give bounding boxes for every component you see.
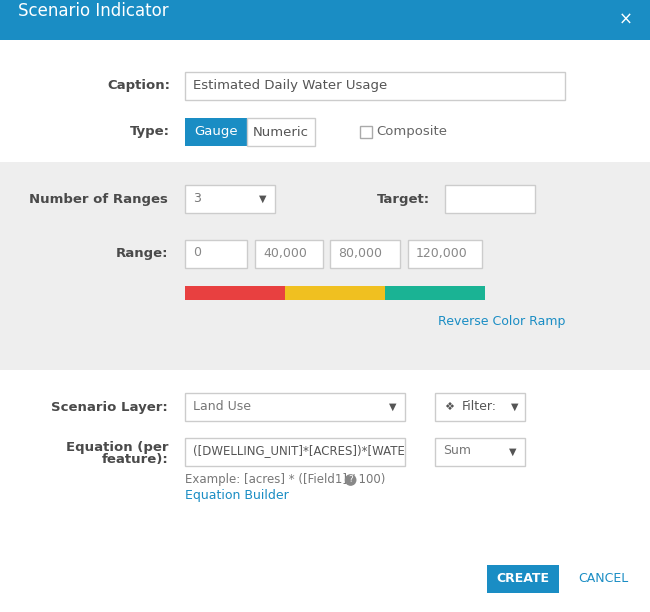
Text: Target:: Target: bbox=[377, 193, 430, 206]
Text: ▼: ▼ bbox=[509, 447, 517, 457]
Text: Equation Builder: Equation Builder bbox=[185, 488, 289, 501]
Text: ▼: ▼ bbox=[389, 402, 396, 412]
Bar bbox=[185, 393, 405, 421]
Bar bbox=[408, 240, 482, 268]
Text: ▼: ▼ bbox=[512, 402, 519, 412]
Text: Type:: Type: bbox=[130, 125, 170, 138]
Text: 3: 3 bbox=[193, 192, 201, 204]
Bar bbox=[0, 162, 650, 370]
Text: Example: [acres] * ([Field1] / 100): Example: [acres] * ([Field1] / 100) bbox=[185, 474, 385, 487]
Text: Composite: Composite bbox=[376, 125, 447, 138]
Text: 0: 0 bbox=[193, 247, 201, 259]
Bar bbox=[0, 0, 650, 40]
Bar bbox=[385, 286, 485, 300]
Text: ?: ? bbox=[348, 476, 353, 485]
Bar bbox=[285, 286, 385, 300]
Text: Number of Ranges: Number of Ranges bbox=[29, 193, 168, 206]
Text: ▼: ▼ bbox=[259, 194, 266, 204]
Bar bbox=[360, 126, 372, 138]
Bar bbox=[255, 240, 323, 268]
Text: Range:: Range: bbox=[116, 247, 168, 261]
Text: Numeric: Numeric bbox=[253, 125, 309, 138]
Text: Land Use: Land Use bbox=[193, 400, 251, 412]
Bar bbox=[247, 118, 315, 146]
Text: CREATE: CREATE bbox=[497, 572, 549, 586]
Bar bbox=[185, 240, 247, 268]
Text: Scenario Indicator: Scenario Indicator bbox=[18, 2, 168, 20]
Text: ([DWELLING_UNIT]*[ACRES])*[WATE: ([DWELLING_UNIT]*[ACRES])*[WATE bbox=[193, 444, 405, 458]
Text: 120,000: 120,000 bbox=[416, 247, 468, 259]
Text: Reverse Color Ramp: Reverse Color Ramp bbox=[437, 315, 565, 327]
Text: Filter:: Filter: bbox=[462, 400, 497, 414]
Text: ❖: ❖ bbox=[444, 402, 454, 412]
Bar bbox=[487, 565, 559, 593]
Text: CANCEL: CANCEL bbox=[578, 572, 629, 586]
Text: Scenario Layer:: Scenario Layer: bbox=[51, 400, 168, 414]
Bar bbox=[435, 438, 525, 466]
Bar bbox=[185, 185, 275, 213]
Bar bbox=[435, 393, 525, 421]
Bar bbox=[445, 185, 535, 213]
Bar bbox=[185, 438, 405, 466]
Bar bbox=[185, 118, 247, 146]
Text: Caption:: Caption: bbox=[107, 80, 170, 92]
Text: Gauge: Gauge bbox=[194, 125, 238, 138]
Text: Sum: Sum bbox=[443, 444, 471, 458]
Text: Estimated Daily Water Usage: Estimated Daily Water Usage bbox=[193, 78, 387, 92]
Bar bbox=[185, 72, 565, 100]
Text: 80,000: 80,000 bbox=[338, 247, 382, 259]
Text: Equation (per: Equation (per bbox=[66, 441, 168, 453]
Text: 40,000: 40,000 bbox=[263, 247, 307, 259]
Bar bbox=[330, 240, 400, 268]
Text: ×: × bbox=[619, 11, 633, 29]
Text: feature):: feature): bbox=[101, 453, 168, 466]
Bar bbox=[185, 286, 285, 300]
